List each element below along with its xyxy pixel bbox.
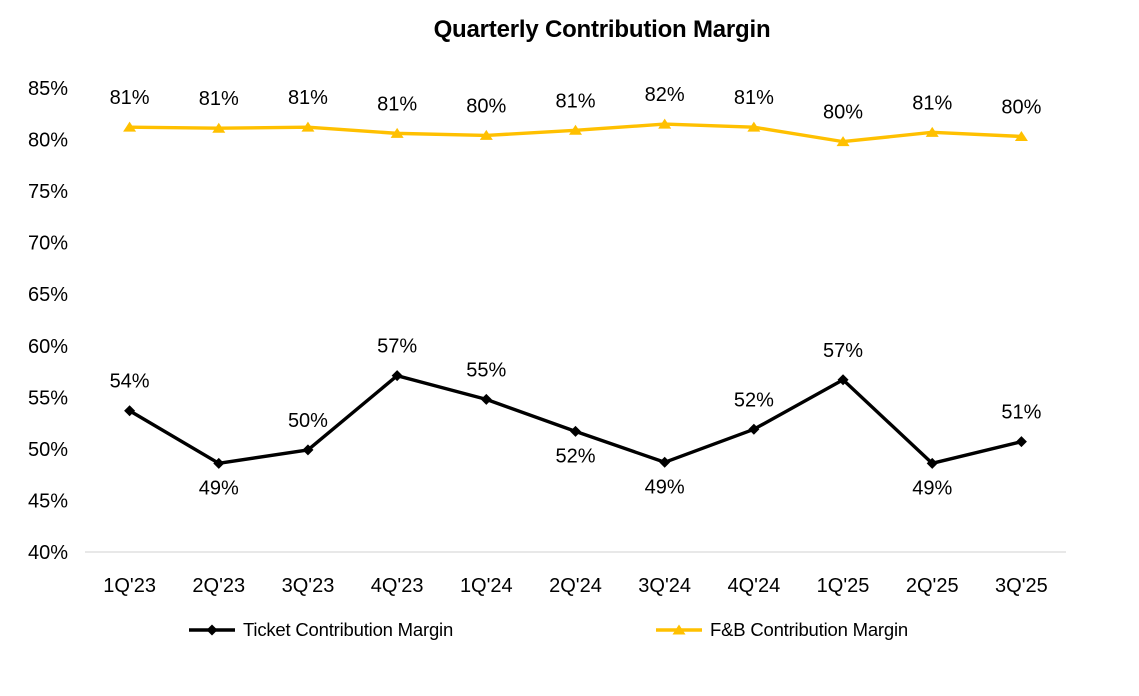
y-tick-label: 55%: [28, 387, 68, 409]
y-tick-label: 45%: [28, 490, 68, 512]
legend-marker-ticket-icon: [188, 623, 236, 637]
x-tick-label: 1Q'24: [460, 575, 513, 597]
data-label: 81%: [199, 88, 239, 110]
y-tick-label: 40%: [28, 542, 68, 564]
data-point-marker: [123, 121, 137, 132]
x-tick-label: 2Q'23: [192, 575, 245, 597]
data-point-marker: [748, 423, 760, 435]
data-point-marker: [570, 425, 581, 437]
data-label: 80%: [823, 102, 863, 124]
data-label: 81%: [377, 93, 417, 115]
data-point-marker: [658, 118, 672, 129]
data-point-marker: [480, 393, 492, 405]
y-tick-label: 70%: [28, 233, 68, 255]
data-point-marker: [925, 126, 939, 137]
data-point-marker: [391, 370, 403, 382]
x-tick-label: 4Q'24: [727, 575, 780, 597]
x-tick-label: 1Q'23: [103, 575, 156, 597]
data-point-marker: [390, 127, 404, 138]
data-point-marker: [479, 129, 493, 140]
legend-marker-fb-icon: [655, 623, 703, 637]
data-label: 80%: [466, 95, 506, 117]
x-tick-label: 4Q'23: [371, 575, 424, 597]
x-tick-label: 2Q'25: [906, 575, 959, 597]
data-label: 81%: [912, 92, 952, 114]
data-point-marker: [1015, 436, 1027, 448]
data-label: 80%: [1001, 96, 1041, 118]
data-label: 81%: [734, 87, 774, 109]
data-label: 49%: [912, 477, 952, 499]
data-label: 55%: [466, 359, 506, 381]
data-label: 82%: [645, 84, 685, 106]
legend-swatch: [656, 624, 702, 635]
data-point-marker: [926, 457, 938, 469]
legend-label-ticket: Ticket Contribution Margin: [243, 619, 454, 640]
y-tick-label: 75%: [28, 181, 68, 203]
data-label: 57%: [377, 336, 417, 358]
data-point-marker: [213, 457, 225, 469]
x-tick-label: 3Q'25: [995, 575, 1048, 597]
legend-label-fb: F&B Contribution Margin: [710, 619, 908, 640]
data-point-marker: [301, 121, 315, 132]
legend-item-fb: F&B Contribution Margin: [655, 617, 908, 643]
x-tick-label: 1Q'25: [817, 575, 870, 597]
data-point-marker: [747, 121, 761, 132]
data-point-marker: [836, 136, 850, 147]
data-point-marker: [569, 124, 582, 135]
data-label: 81%: [110, 87, 150, 109]
data-label: 57%: [823, 340, 863, 362]
x-tick-label: 3Q'24: [638, 575, 691, 597]
data-point-marker: [837, 374, 849, 386]
data-label: 54%: [110, 371, 150, 393]
data-label: 81%: [288, 87, 328, 109]
data-point-marker: [212, 122, 226, 133]
legend-item-ticket: Ticket Contribution Margin: [188, 617, 453, 643]
data-point-marker: [659, 456, 671, 468]
y-tick-label: 50%: [28, 439, 68, 461]
data-label: 51%: [1001, 402, 1041, 424]
x-tick-label: 2Q'24: [549, 575, 602, 597]
data-point-marker: [1014, 130, 1028, 141]
data-label: 49%: [645, 476, 685, 498]
chart-title: Quarterly Contribution Margin: [433, 16, 771, 43]
legend-swatch: [189, 624, 235, 636]
data-label: 49%: [199, 477, 239, 499]
y-tick-label: 85%: [28, 78, 68, 100]
data-point-marker: [302, 444, 314, 456]
y-tick-label: 65%: [28, 284, 68, 306]
data-point-marker: [124, 405, 136, 417]
data-label: 50%: [288, 410, 328, 432]
data-label: 52%: [555, 445, 595, 467]
legend: Ticket Contribution Margin F&B Contribut…: [0, 617, 1139, 643]
y-tick-label: 60%: [28, 336, 68, 358]
x-tick-label: 3Q'23: [282, 575, 335, 597]
data-label: 52%: [734, 389, 774, 411]
y-tick-label: 80%: [28, 130, 68, 152]
data-label: 81%: [555, 90, 595, 112]
